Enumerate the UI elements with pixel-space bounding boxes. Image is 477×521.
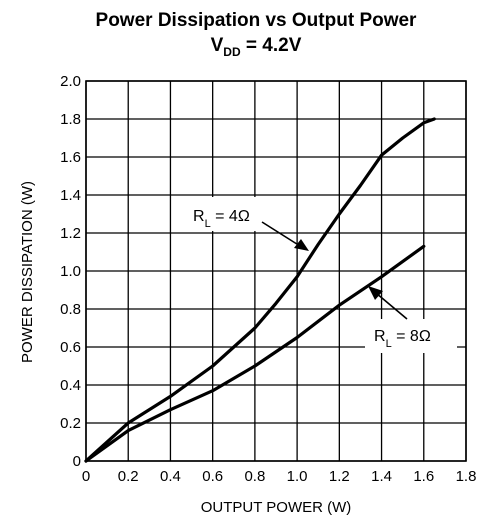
annotation-4ohm-prefix: R	[193, 208, 205, 225]
series-line-4ohm	[84, 117, 436, 463]
y-tick-label: 1.2	[60, 225, 81, 242]
annotation-label-8ohm: RL = 8Ω	[374, 328, 431, 350]
x-tick-label: 1.6	[413, 468, 434, 485]
series-lines	[84, 117, 436, 463]
y-tick-label: 2.0	[60, 73, 81, 90]
x-axis-label: OUTPUT POWER (W)	[201, 499, 352, 516]
x-tick-label: 0.8	[244, 468, 265, 485]
x-tick-label: 0.6	[202, 468, 223, 485]
annotation-8ohm-subscript: L	[386, 338, 392, 350]
annotation-arrow-8ohm	[375, 292, 408, 320]
y-tick-label: 0	[73, 453, 81, 470]
x-tick-label: 0	[82, 468, 90, 485]
x-tick-label: 1.0	[287, 468, 308, 485]
x-tick-label: 1.2	[329, 468, 350, 485]
annotation-4ohm-subscript: L	[205, 218, 211, 230]
annotation-arrow-4ohm	[261, 221, 301, 247]
annotation-arrowhead-8ohm	[368, 286, 383, 300]
series-line-8ohm	[84, 244, 426, 463]
subtitle-prefix: V	[211, 35, 224, 56]
annotation-arrowhead-4ohm	[294, 239, 309, 251]
annotation-8ohm-suffix: = 8Ω	[392, 328, 431, 345]
y-tick-label: 1.6	[60, 149, 81, 166]
y-tick-label: 1.4	[60, 187, 81, 204]
x-tick-label: 1.8	[456, 468, 477, 485]
subtitle-subscript: DD	[223, 45, 241, 59]
y-tick-label: 0.2	[60, 415, 81, 432]
y-tick-label: 0.8	[60, 301, 81, 318]
annotation-8ohm-prefix: R	[374, 328, 386, 345]
annotation-label-4ohm: RL = 4Ω	[193, 208, 250, 230]
chart-subtitle: VDD = 4.2V	[211, 35, 302, 59]
tick-labels: 0 0.2 0.4 0.6 0.8 1.0 1.2 1.4 1.6 1.8 0 0.2 0.4 0.6 0.…	[60, 73, 476, 485]
y-tick-label: 0.4	[60, 377, 81, 394]
y-axis-label: POWER DISSIPATION (W)	[19, 181, 36, 363]
annotation-4ohm-suffix: = 4Ω	[211, 208, 250, 225]
x-tick-label: 1.4	[371, 468, 392, 485]
y-tick-label: 1.8	[60, 111, 81, 128]
y-tick-label: 0.6	[60, 339, 81, 356]
grid	[85, 80, 467, 462]
subtitle-suffix: = 4.2V	[241, 35, 302, 56]
x-tick-label: 0.4	[160, 468, 181, 485]
x-tick-label: 0.2	[118, 468, 139, 485]
plot-frame	[85, 80, 467, 462]
annotation-background-8ohm	[365, 319, 457, 353]
chart-title: Power Dissipation vs Output Power	[96, 10, 418, 31]
annotation-background-4ohm	[188, 197, 270, 231]
y-tick-label: 1.0	[60, 263, 81, 280]
